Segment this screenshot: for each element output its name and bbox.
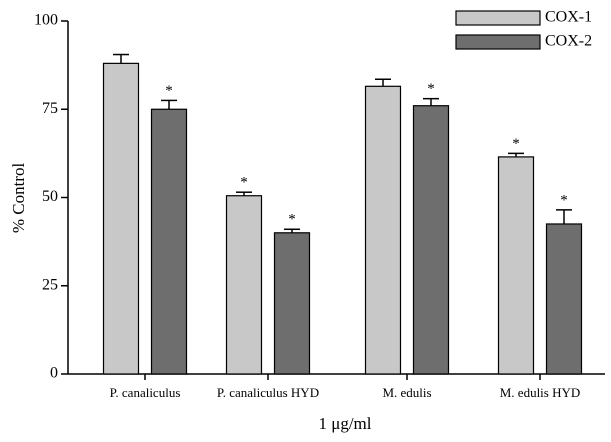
significance-marker: * bbox=[288, 212, 296, 228]
bar bbox=[364, 85, 402, 375]
bar bbox=[102, 62, 140, 375]
bar bbox=[545, 223, 583, 375]
error-bar bbox=[423, 97, 439, 106]
error-bar bbox=[556, 209, 572, 224]
y-tick-label: 25 bbox=[42, 276, 58, 293]
bar bbox=[412, 105, 450, 375]
y-tick-label: 50 bbox=[42, 188, 58, 205]
legend-swatch bbox=[455, 34, 541, 50]
bar bbox=[150, 108, 188, 375]
significance-marker: * bbox=[240, 175, 248, 191]
y-axis-label: % Control bbox=[9, 163, 28, 234]
y-tick-label: 100 bbox=[34, 12, 58, 29]
bar bbox=[497, 156, 535, 375]
x-tick-label: M. edulis HYD bbox=[500, 385, 581, 400]
bar bbox=[225, 195, 263, 375]
error-bar bbox=[284, 228, 300, 233]
y-tick-label: 0 bbox=[50, 365, 58, 382]
x-tick-label: P. canaliculus HYD bbox=[217, 385, 319, 400]
error-bar bbox=[161, 99, 177, 110]
significance-marker: * bbox=[512, 136, 520, 152]
x-tick-label: P. canaliculus bbox=[110, 385, 181, 400]
bar bbox=[273, 232, 311, 375]
error-bar bbox=[508, 152, 524, 157]
error-bar bbox=[113, 53, 129, 64]
significance-marker: * bbox=[165, 83, 173, 99]
y-tick-label: 75 bbox=[42, 100, 58, 117]
error-bar bbox=[236, 191, 252, 196]
legend-swatch bbox=[455, 10, 541, 26]
x-axis-label: 1 μg/ml bbox=[318, 414, 371, 433]
significance-marker: * bbox=[427, 81, 435, 97]
error-bar bbox=[375, 78, 391, 87]
legend-label: COX-2 bbox=[545, 33, 592, 50]
x-tick-label: M. edulis bbox=[382, 385, 431, 400]
significance-marker: * bbox=[560, 192, 568, 208]
legend-label: COX-1 bbox=[545, 9, 592, 26]
